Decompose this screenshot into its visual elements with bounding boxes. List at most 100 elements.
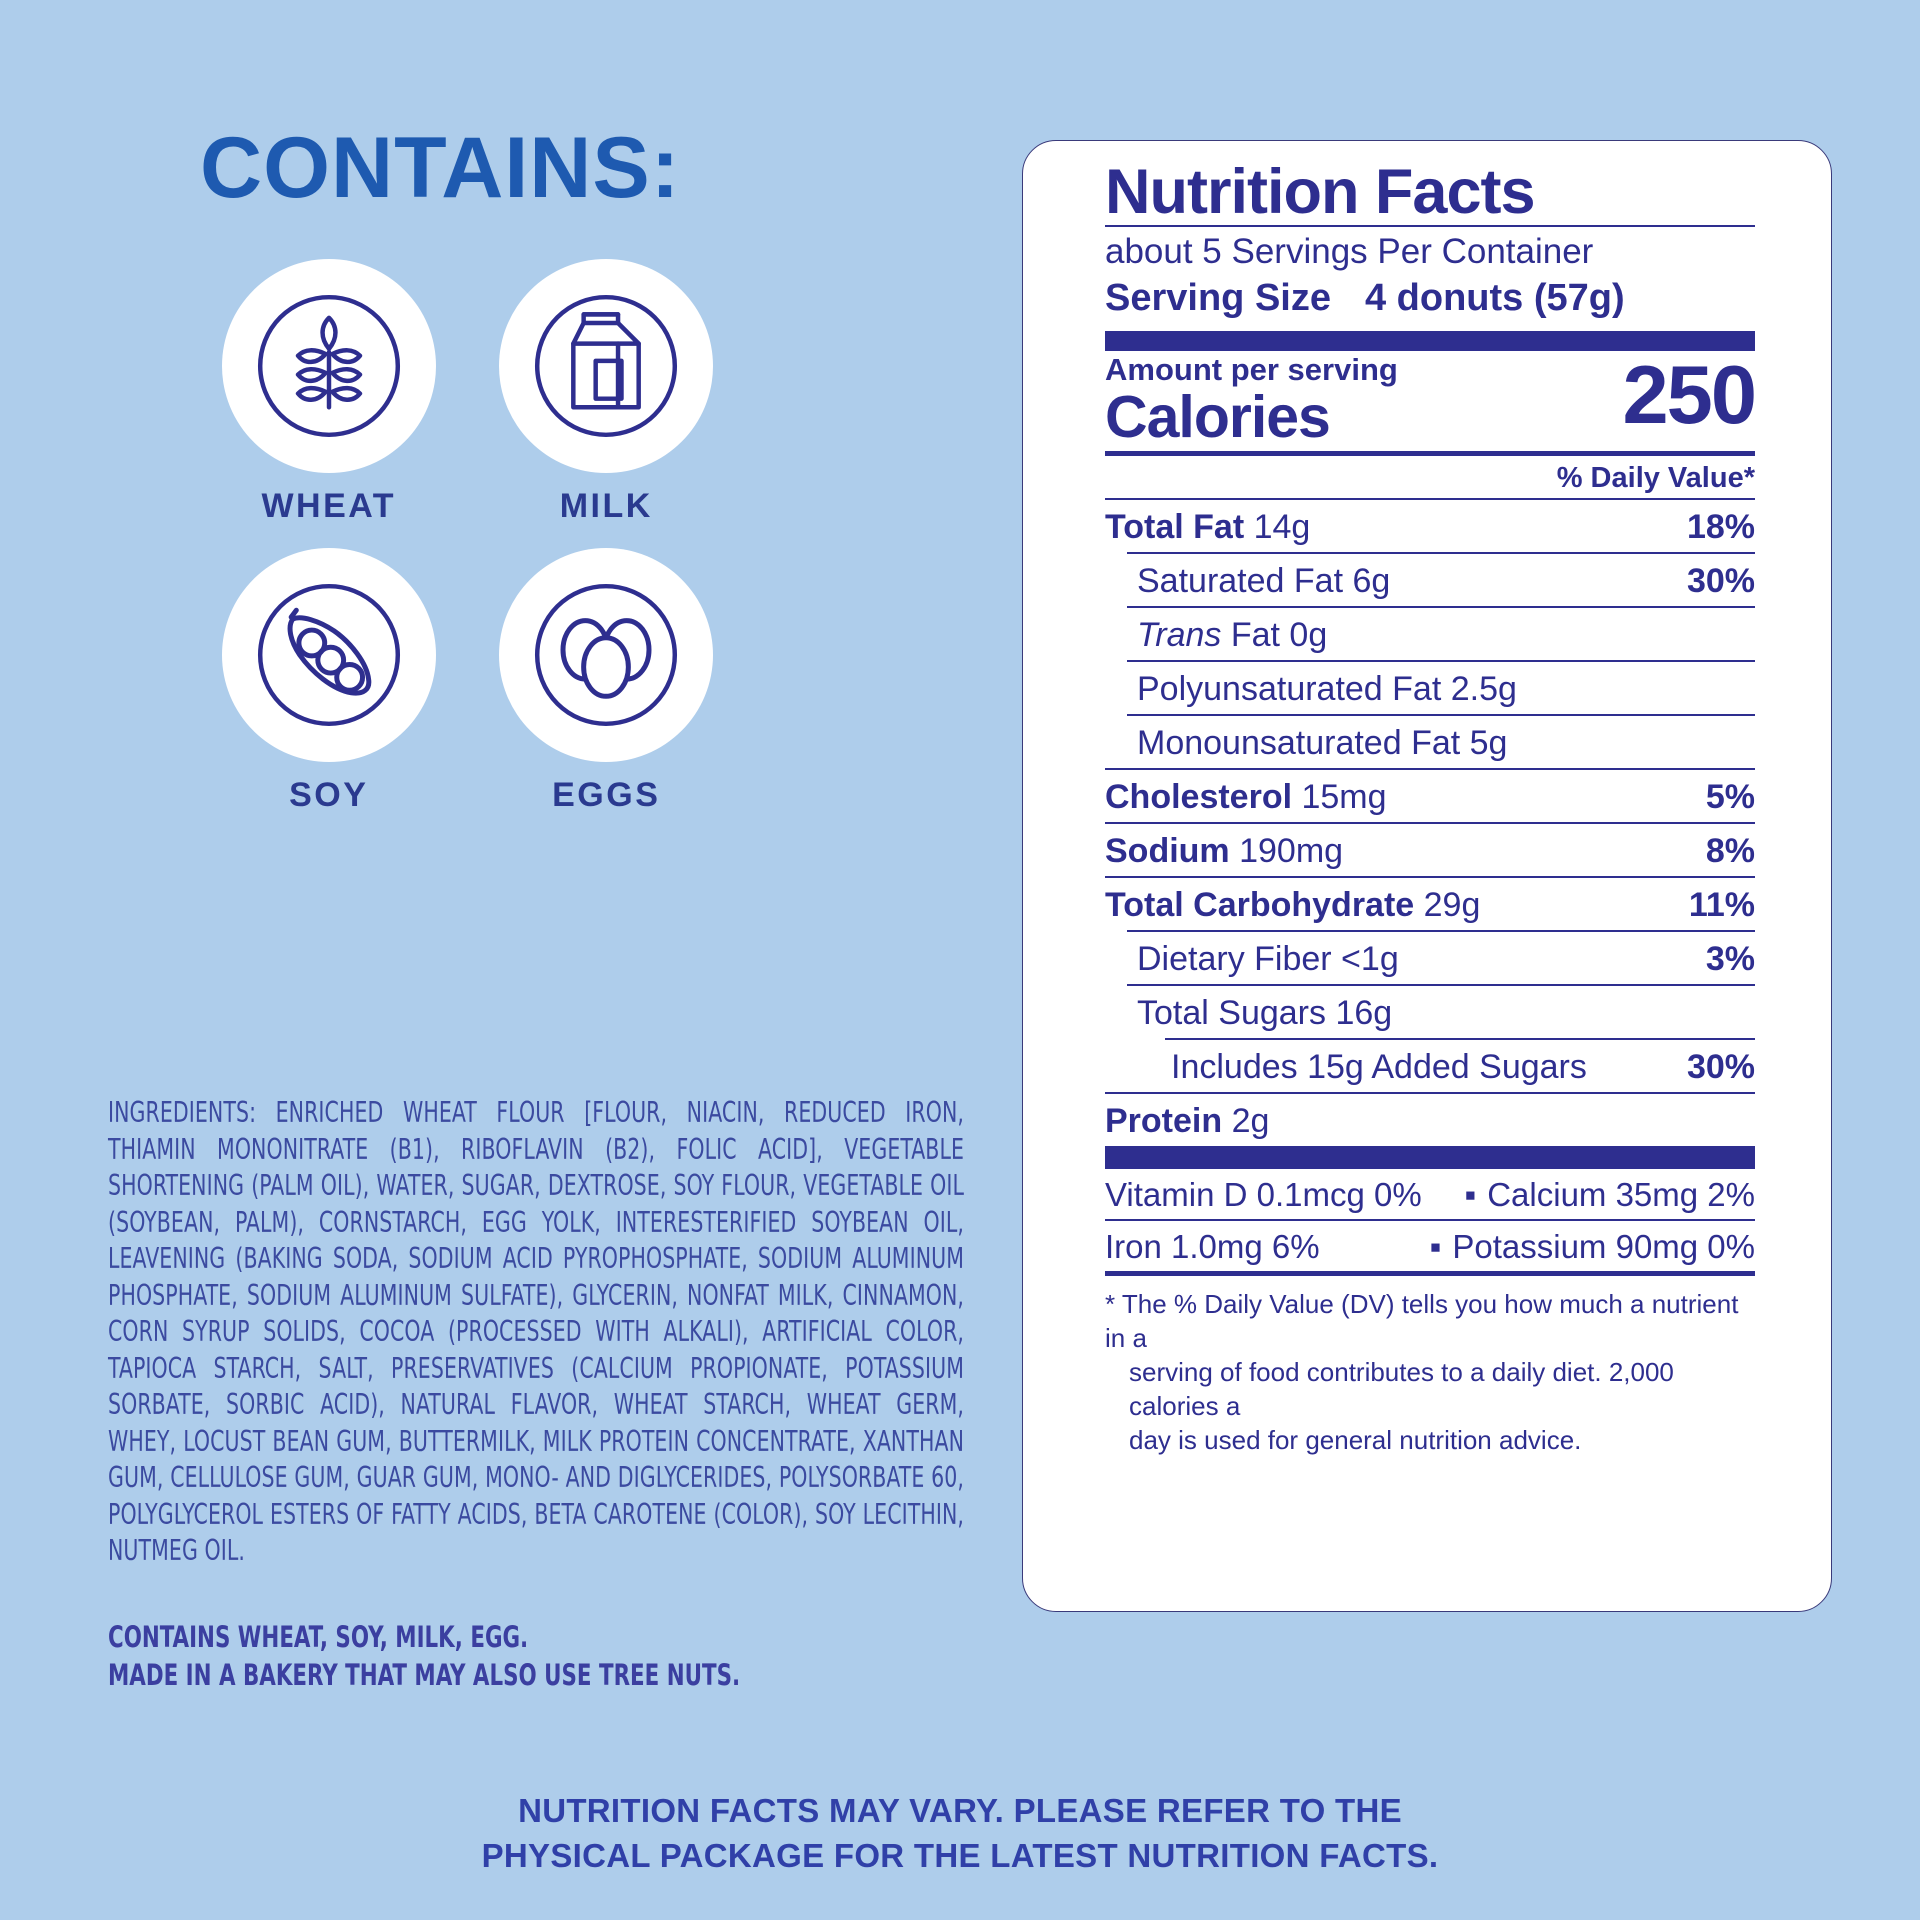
allergen-item-milk: MILK xyxy=(468,259,746,526)
calories-row: Amount per serving Calories 250 xyxy=(1105,349,1757,451)
nutrient-name-amount: Total Carbohydrate 29g xyxy=(1105,880,1480,930)
contains-heading: CONTAINS: xyxy=(200,120,681,216)
nutrient-row: Dietary Fiber <1g 3% xyxy=(1105,932,1755,984)
nutrient-name-amount: Trans Fat 0g xyxy=(1137,610,1327,660)
nutrient-amount: 2.5g xyxy=(1441,670,1517,709)
wheat-stalk-icon xyxy=(257,294,400,438)
nutrient-name: Total Sugars xyxy=(1137,994,1326,1033)
nutrient-name-amount: Includes 15g Added Sugars xyxy=(1171,1042,1587,1092)
nutrient-name-amount: Dietary Fiber <1g xyxy=(1137,934,1399,984)
allergen-label-wheat: WHEAT xyxy=(261,487,397,525)
nutrient-row: Protein 2g xyxy=(1105,1094,1755,1146)
nutrient-row: Cholesterol 15mg 5% xyxy=(1105,770,1755,822)
divider-above-footnote xyxy=(1105,1271,1755,1277)
micronutrient-row: Vitamin D 0.1mcg 0% ▪ Calcium 35mg 2% xyxy=(1105,1169,1755,1219)
divider-title xyxy=(1105,225,1755,228)
nutrient-name-amount: Total Fat 14g xyxy=(1105,502,1310,552)
nutrient-row: Saturated Fat 6g 30% xyxy=(1105,554,1755,606)
allergen-item-eggs: EGGS xyxy=(468,548,746,815)
nutrient-row: Sodium 190mg 8% xyxy=(1105,824,1755,876)
nutrient-daily-value: 11% xyxy=(1688,886,1755,925)
soy-badge xyxy=(221,548,436,762)
nutrient-name: Trans Fat xyxy=(1137,616,1280,655)
nutrient-name: Sodium xyxy=(1105,832,1230,871)
nutrient-row: Includes 15g Added Sugars 30% xyxy=(1105,1040,1755,1092)
footnote-line2: serving of food contributes to a daily d… xyxy=(1129,1357,1674,1422)
nutrient-row: Total Fat 14g 18% xyxy=(1105,500,1755,552)
serving-size-row: Serving Size 4 donuts (57g) xyxy=(1105,274,1755,322)
servings-per-container: about 5 Servings Per Container xyxy=(1105,232,1594,272)
footnote-line1: * The % Daily Value (DV) tells you how m… xyxy=(1105,1289,1739,1354)
contains-statement-line1: CONTAINS WHEAT, SOY, MILK, EGG. xyxy=(108,1620,529,1654)
nutrition-facts-title: Nutrition Facts xyxy=(1105,157,1536,227)
nutrient-row: Polyunsaturated Fat 2.5g xyxy=(1105,662,1755,714)
serving-size-label: Serving Size xyxy=(1105,277,1331,320)
daily-value-header: % Daily Value* xyxy=(1556,462,1755,495)
allergen-icon-grid: WHEAT xyxy=(105,259,745,815)
wheat-badge xyxy=(221,259,436,473)
nutrient-divider xyxy=(1127,552,1755,555)
disclaimer-line1: NUTRITION FACTS MAY VARY. PLEASE REFER T… xyxy=(518,1792,1402,1829)
nutrient-name: Saturated Fat xyxy=(1137,562,1344,601)
nutrient-name: Includes 15g Added Sugars xyxy=(1171,1048,1587,1087)
nutrient-name-amount: Protein 2g xyxy=(1105,1096,1269,1146)
nutrient-row: Total Carbohydrate 29g 11% xyxy=(1105,878,1755,930)
nutrient-name: Cholesterol xyxy=(1105,778,1293,817)
micronutrient-right: Calcium 35mg 2% xyxy=(1487,1176,1755,1214)
allergen-label-soy: SOY xyxy=(289,776,369,814)
allergen-label-milk: MILK xyxy=(559,487,653,525)
nutrient-daily-value: 3% xyxy=(1705,940,1755,979)
soybean-pod-icon xyxy=(257,583,400,727)
bullet-separator-icon: ▪ xyxy=(1429,1228,1442,1266)
nutrition-disclaimer: NUTRITION FACTS MAY VARY. PLEASE REFER T… xyxy=(0,1788,1920,1878)
nutrient-row: Total Sugars 16g xyxy=(1105,986,1755,1038)
footnote-line3: day is used for general nutrition advice… xyxy=(1129,1425,1582,1456)
amount-per-serving-label: Amount per serving xyxy=(1105,352,1398,388)
daily-value-footnote: * The % Daily Value (DV) tells you how m… xyxy=(1105,1276,1755,1457)
nutrient-amount: 5g xyxy=(1460,724,1508,763)
nutrient-daily-value: 8% xyxy=(1705,832,1755,871)
nutrient-name-amount: Total Sugars 16g xyxy=(1137,988,1392,1038)
micronutrient-right: Potassium 90mg 0% xyxy=(1452,1228,1755,1266)
nutrient-amount: 15mg xyxy=(1292,778,1387,817)
milk-badge xyxy=(499,259,714,473)
nutrient-divider xyxy=(1105,1092,1755,1095)
ingredients-text: INGREDIENTS: ENRICHED WHEAT FLOUR [FLOUR… xyxy=(108,1096,964,1567)
eggs-icon xyxy=(535,583,678,727)
nutrient-amount: 190mg xyxy=(1229,832,1344,871)
nutrient-divider xyxy=(1165,1038,1755,1041)
nutrient-amount: 29g xyxy=(1414,886,1481,925)
nutrient-name: Monounsaturated Fat xyxy=(1137,724,1461,763)
serving-size-value: 4 donuts (57g) xyxy=(1364,277,1625,320)
nutrient-daily-value: 30% xyxy=(1686,1048,1755,1087)
micronutrient-row: Iron 1.0mg 6% ▪ Potassium 90mg 0% xyxy=(1105,1221,1755,1271)
allergen-section: CONTAINS: xyxy=(105,125,975,815)
micronutrient-spacer xyxy=(1320,1222,1419,1271)
nutrient-amount: 2g xyxy=(1222,1102,1270,1141)
nutrient-name-amount: Sodium 190mg xyxy=(1105,826,1343,876)
nutrient-rows: Total Fat 14g 18% Saturated Fat 6g 30% Trans… xyxy=(1105,498,1755,1146)
contains-statement: CONTAINS WHEAT, SOY, MILK, EGG. MADE IN … xyxy=(108,1618,740,1694)
nutrient-divider xyxy=(1127,930,1755,933)
nutrient-divider xyxy=(1105,876,1755,879)
nutrient-name: Total Carbohydrate xyxy=(1105,886,1415,925)
nutrient-amount: 0g xyxy=(1279,616,1328,655)
allergen-item-soy: SOY xyxy=(190,548,468,815)
eggs-badge xyxy=(499,548,714,762)
nutrient-divider xyxy=(1105,822,1755,825)
divider-heavy-top xyxy=(1105,331,1755,352)
micronutrient-divider xyxy=(1105,1219,1755,1222)
nutrition-facts-panel: Nutrition Facts about 5 Servings Per Con… xyxy=(1022,140,1832,1612)
nutrient-amount: <1g xyxy=(1331,940,1399,979)
nutrient-row: Trans Fat 0g xyxy=(1105,608,1755,660)
nutrient-name: Total Fat xyxy=(1105,508,1245,547)
nutrient-row: Monounsaturated Fat 5g xyxy=(1105,716,1755,768)
micronutrient-left: Vitamin D 0.1mcg 0% xyxy=(1105,1176,1422,1214)
nutrient-amount: 6g xyxy=(1343,562,1391,601)
nutrient-amount: 16g xyxy=(1326,994,1393,1033)
disclaimer-line2: PHYSICAL PACKAGE FOR THE LATEST NUTRITIO… xyxy=(481,1837,1439,1874)
calories-value: 250 xyxy=(1622,348,1757,442)
milk-carton-icon xyxy=(535,294,678,438)
nutrient-name-amount: Cholesterol 15mg xyxy=(1105,772,1387,822)
